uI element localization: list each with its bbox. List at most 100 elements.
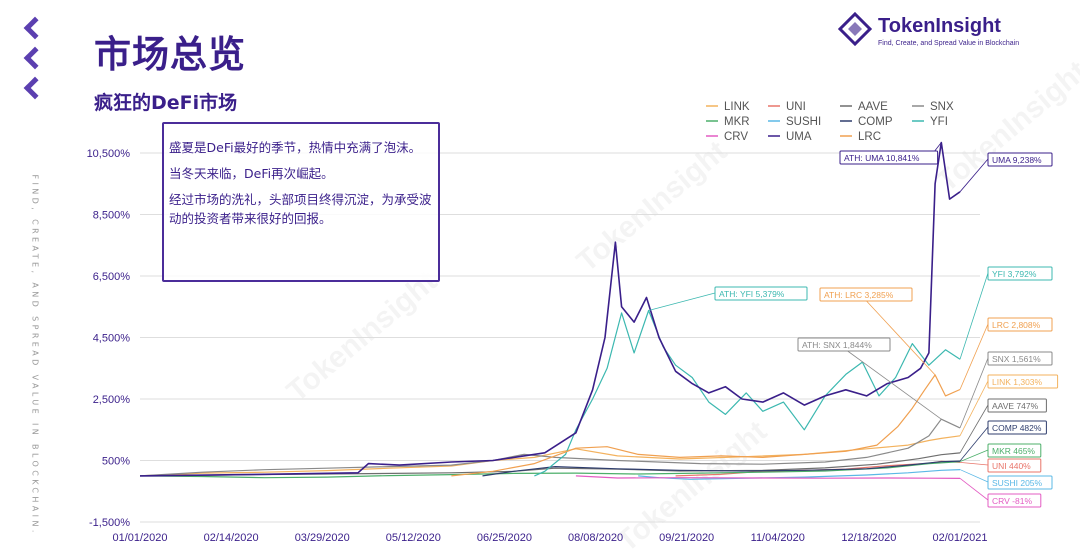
legend-label: SNX [930,101,954,113]
page-subtitle: 疯狂的DeFi市场 [94,92,238,114]
end-label-yfi: YFI 3,792% [987,266,1053,281]
x-tick-label: 05/12/2020 [386,532,441,544]
x-tick-label: 03/29/2020 [295,532,350,544]
callout-labels: LINK 1,303% UNI 440% AAVE 747% SNX 1,561% MK… [648,142,1059,508]
x-tick-label: 02/01/2021 [932,532,987,544]
end-label-mkr-text: MKR 465% [992,446,1035,456]
end-label-leader [959,461,989,466]
end-label-leader [959,449,989,462]
y-axis-ticks: -1,500% 500% 2,500% 4,500% 6,500% 8,500% 10,50… [87,148,131,529]
end-label-sushi: SUSHI 205% [987,475,1053,490]
end-label-uni-text: UNI 440% [992,461,1031,471]
ath-callout: ATH: LRC 3,285% [819,287,913,302]
legend-item-lrc: LRC [840,131,881,143]
ath-leader [837,343,942,420]
y-tick-label: 500% [102,456,130,468]
series-line-uma [139,141,961,477]
x-tick-label: 02/14/2020 [204,532,259,544]
ath-callout: ATH: SNX 1,844% [797,337,891,352]
y-tick-label: 10,500% [87,148,131,160]
legend-label: MKR [724,116,750,128]
brand-tagline: Find, Create, and Spread Value in Blockc… [878,40,1020,47]
series-lines [139,141,961,480]
series-line-link [139,435,961,477]
end-label-leader [959,158,989,193]
legend-label: CRV [724,131,748,143]
ath-callout-text: ATH: LRC 3,285% [824,290,894,300]
legend-label: YFI [930,116,948,128]
legend-label: LINK [724,101,750,113]
commentary-paragraph-2: 当冬天来临，DeFi再次崛起。 [169,166,334,181]
end-label-lrc-text: LRC 2,808% [992,320,1041,330]
legend-label: UNI [786,101,806,113]
legend-item-yfi: YFI [912,116,948,128]
commentary-box: 盛夏是DeFi最好的季节，热情中充满了泡沫。 当冬天来临，DeFi再次崛起。 经… [162,122,440,282]
end-label-link-text: LINK 1,303% [992,377,1043,387]
end-label-mkr: MKR 465% [987,443,1042,458]
end-label-aave: AAVE 747% [987,398,1047,413]
ath-callout-text: ATH: UMA 10,841% [844,153,920,163]
x-axis-ticks: 01/01/2020 02/14/2020 03/29/2020 05/12/2020… [112,532,987,544]
ath-callout: ATH: UMA 10,841% [839,150,939,165]
commentary-paragraph-3: 经过市场的洗礼，头部项目终得沉淀，为承受波动的投资者带来很好的回报。 [169,192,432,226]
legend-label: COMP [858,116,893,128]
end-label-uni: UNI 440% [987,458,1042,473]
series-line-snx [139,418,961,477]
legend-item-uni: UNI [768,101,806,113]
y-tick-label: 2,500% [93,394,131,406]
end-label-leader [959,404,989,454]
x-tick-label: 08/08/2020 [568,532,623,544]
legend-item-comp: COMP [840,116,893,128]
ath-leader [648,292,716,311]
legend-label: AAVE [858,101,888,113]
end-label-leader [959,380,989,436]
x-tick-label: 09/21/2020 [659,532,714,544]
page-title: 市场总览 [94,33,246,76]
series-line-crv [575,475,961,479]
end-label-uma: UMA 9,238% [987,152,1053,167]
series-line-yfi [534,309,961,477]
commentary-paragraph-1: 盛夏是DeFi最好的季节，热情中充满了泡沫。 [169,140,422,155]
x-tick-label: 01/01/2020 [112,532,167,544]
end-label-crv: CRV -81% [987,493,1042,508]
legend-label: UMA [786,131,812,143]
legend-item-crv: CRV [706,131,748,143]
legend-label: LRC [858,131,881,143]
end-label-crv-text: CRV -81% [992,496,1032,506]
legend-item-snx: SNX [912,101,954,113]
series-line-lrc [451,374,961,477]
chart-legend: LINK UNI AAVE SNX MKR SUSHI COMP YFI CRV UMA LRC [706,101,954,143]
y-tick-label: -1,500% [89,517,130,529]
x-tick-label: 12/18/2020 [841,532,896,544]
end-label-link: LINK 1,303% [987,374,1059,389]
legend-item-link: LINK [706,101,750,113]
end-label-yfi-text: YFI 3,792% [992,269,1037,279]
ath-callout-text: ATH: SNX 1,844% [802,340,872,350]
end-label-comp: COMP 482% [987,420,1047,435]
end-label-leader [959,469,989,483]
legend-item-uma: UMA [768,131,812,143]
end-label-leader [959,478,989,501]
brand-logo-block: TokenInsight Find, Create, and Spread Va… [838,12,1068,52]
series-line-comp [482,460,961,477]
x-tick-label: 11/04/2020 [751,532,805,544]
end-label-leader [959,357,989,429]
end-label-lrc: LRC 2,808% [987,317,1053,332]
brand-name: TokenInsight [878,15,1001,37]
ath-callout-text: ATH: YFI 5,379% [719,289,785,299]
tokeninsight-logo-icon [838,12,872,46]
y-tick-label: 6,500% [93,271,131,283]
legend-item-aave: AAVE [840,101,888,113]
legend-label: SUSHI [786,116,821,128]
end-label-uma-text: UMA 9,238% [992,155,1042,165]
legend-item-mkr: MKR [706,116,750,128]
ath-leader [859,293,936,376]
end-label-snx: SNX 1,561% [987,351,1053,366]
end-label-leader [959,272,989,360]
y-tick-label: 8,500% [93,210,131,222]
end-label-snx-text: SNX 1,561% [992,354,1041,364]
legend-item-sushi: SUSHI [768,116,821,128]
y-tick-label: 4,500% [93,333,131,345]
end-label-aave-text: AAVE 747% [992,401,1039,411]
